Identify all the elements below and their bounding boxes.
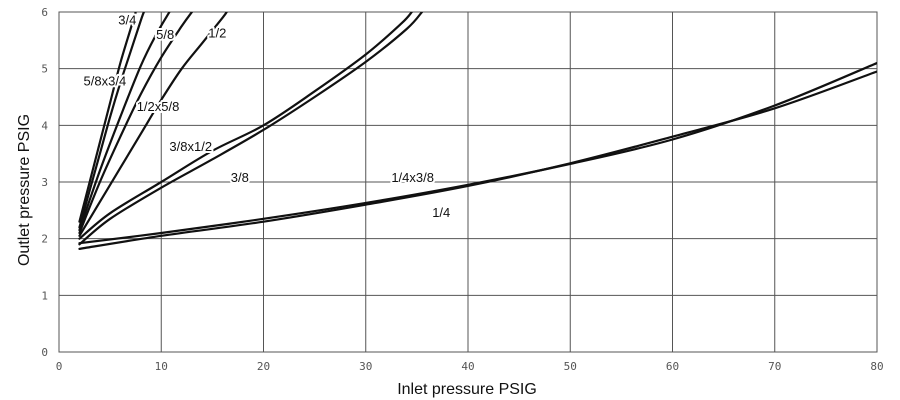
y-tick-label: 5 [41, 63, 48, 76]
curve-label-1-2: 1/2 [208, 26, 226, 41]
curve-label-1-4-x-3-8: 1/4x3/8 [391, 170, 434, 185]
series-line-1-2-x-5-8 [78, 12, 194, 235]
x-tick-label: 20 [257, 360, 270, 373]
x-tick-label: 60 [666, 360, 679, 373]
curve-label-3-8-x-1-2: 3/8x1/2 [169, 139, 212, 154]
x-tick-label: 80 [870, 360, 883, 373]
series-line-5-8 [78, 12, 171, 232]
curve-label-1-2-x-5-8: 1/2x5/8 [137, 99, 180, 114]
x-tick-label: 0 [56, 360, 63, 373]
y-axis-title: Outlet pressure PSIG [16, 114, 33, 266]
y-tick-label: 1 [41, 289, 48, 302]
curve-label-halo: 5/8x3/4 [84, 74, 127, 89]
y-tick-label: 3 [41, 176, 48, 189]
curve-label-layer: 3/43/45/85/8 1/21/25/8x3/45/8x3/41/2x5/81… [82, 10, 453, 222]
curve-label-halo: 3/8x1/2 [169, 139, 212, 154]
curve-label-halo: 1/2x5/8 [137, 99, 180, 114]
series-layer [78, 12, 877, 250]
curve-label-1-4: 1/4 [432, 205, 450, 220]
series-line-5-8-x-3-4 [78, 12, 145, 229]
curve-label-halo: 1/2 [208, 26, 226, 41]
curve-label-halo: 3/4 [118, 12, 136, 27]
curve-label-5-8: 5/8 [156, 27, 174, 42]
curve-label-halo: 1/4x3/8 [391, 170, 434, 185]
y-tick-label: 2 [41, 233, 48, 246]
y-tick-label: 4 [41, 119, 48, 132]
x-tick-label: 10 [155, 360, 168, 373]
tick-layer: 0 10 20 30 40 50 60 70 80 0 1 2 3 4 5 6 [41, 6, 883, 373]
plot-frame [58, 11, 878, 353]
x-tick-label: 40 [461, 360, 474, 373]
series-line-1-4 [78, 70, 877, 250]
curve-label-halo: 1/4 [432, 205, 450, 220]
y-tick-label: 6 [41, 6, 48, 19]
series-line-3-8 [78, 12, 424, 246]
curve-label-5-8-x-3-4: 5/8x3/4 [84, 74, 127, 89]
series-line-3-8-x-1-2 [78, 12, 413, 240]
grid-layer [58, 11, 878, 353]
x-tick-label: 70 [768, 360, 781, 373]
y-tick-label: 0 [41, 346, 48, 359]
series-line-3-4 [78, 12, 137, 223]
curve-label-3-8: 3/8 [231, 170, 249, 185]
x-tick-label: 50 [564, 360, 577, 373]
curve-label-halo: 5/8 [156, 27, 174, 42]
curve-label-3-4: 3/4 [118, 12, 136, 27]
x-axis-title: Inlet pressure PSIG [397, 381, 537, 398]
series-line-1-2 [78, 12, 228, 237]
x-tick-label: 30 [359, 360, 372, 373]
curve-label-halo: 3/8 [231, 170, 249, 185]
